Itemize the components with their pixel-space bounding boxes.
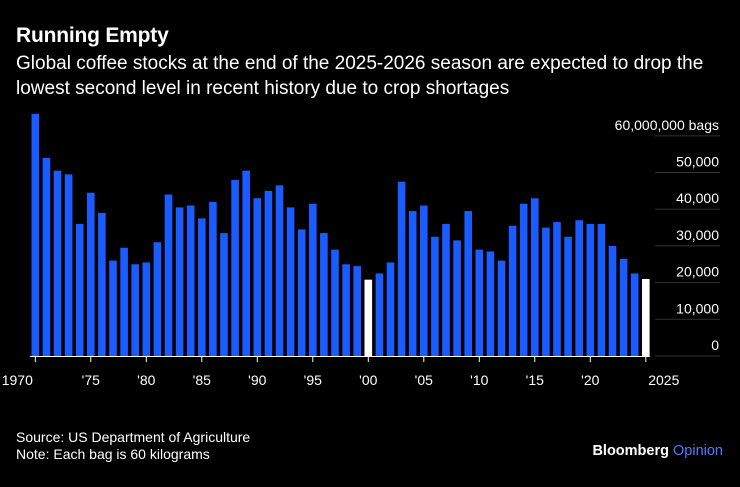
bar-2016 <box>542 227 550 356</box>
brand-suffix: Opinion <box>673 443 723 459</box>
bar-1988 <box>231 179 239 356</box>
bar-1984 <box>186 205 195 356</box>
bar-2023 <box>619 258 628 356</box>
x-tick-label: '85 <box>193 372 211 388</box>
bar-2025 <box>642 278 650 356</box>
x-tick-label: 1970 <box>2 372 33 388</box>
x-tick-label: '00 <box>359 372 377 388</box>
bar-1972 <box>53 170 62 356</box>
bar-2020 <box>586 223 595 356</box>
bar-2000 <box>364 279 373 356</box>
bar-2018 <box>564 236 572 356</box>
brand-name: Bloomberg <box>592 443 669 459</box>
bar-1976 <box>98 212 106 356</box>
bar-1985 <box>198 218 206 356</box>
bar-1974 <box>75 223 84 356</box>
bar-2008 <box>453 240 461 356</box>
x-tick-label: '15 <box>526 372 544 388</box>
unit-note: Note: Each bag is 60 kilograms <box>16 446 210 462</box>
bar-1999 <box>353 266 361 356</box>
bar-2011 <box>486 251 495 356</box>
bar-1987 <box>220 233 228 356</box>
source-note: Source: US Department of Agriculture <box>16 429 251 445</box>
bar-1970 <box>31 113 40 356</box>
bar-1996 <box>320 233 328 356</box>
bar-1971 <box>42 157 51 356</box>
y-tick-label: 50,000 <box>676 154 719 170</box>
y-tick-label: 40,000 <box>676 190 719 206</box>
y-tick-label: 10,000 <box>676 300 719 316</box>
bar-1979 <box>131 264 139 356</box>
chart-subtitle: Global coffee stocks at the end of the 2… <box>16 53 704 99</box>
x-tick-label: '10 <box>470 372 488 388</box>
y-tick-label: 0 <box>711 337 719 353</box>
bar-1995 <box>309 203 317 356</box>
bar-1993 <box>286 207 295 356</box>
bar-2019 <box>575 220 583 356</box>
chart-title: Running Empty <box>16 24 169 47</box>
bars-group <box>31 113 650 356</box>
bar-1982 <box>164 194 173 356</box>
y-tick-label: 20,000 <box>676 264 719 280</box>
bar-2010 <box>475 249 484 356</box>
bar-2004 <box>408 211 417 356</box>
bar-1981 <box>153 242 162 356</box>
x-tick-label: '05 <box>415 372 433 388</box>
bar-1989 <box>242 170 250 356</box>
bar-2013 <box>508 225 517 356</box>
bar-2005 <box>420 205 428 356</box>
bar-2001 <box>375 273 384 356</box>
bar-2022 <box>608 245 617 356</box>
bar-2024 <box>630 273 639 356</box>
bar-2012 <box>497 260 506 356</box>
x-tick-label: '80 <box>137 372 155 388</box>
bar-2021 <box>597 223 606 356</box>
bar-1980 <box>142 262 151 356</box>
brand-logo: Bloomberg Opinion <box>592 443 723 459</box>
bar-2014 <box>519 203 528 356</box>
bar-1978 <box>120 247 128 356</box>
bar-1992 <box>275 185 284 356</box>
bar-1997 <box>331 249 339 356</box>
bar-2002 <box>386 262 395 356</box>
y-axis: 60,000,000 bags 50,000 40,000 30,000 20,000 1… <box>615 117 720 357</box>
bar-1973 <box>64 174 73 356</box>
bar-2003 <box>397 181 406 356</box>
x-tick-label: '95 <box>304 372 322 388</box>
x-axis: 1970 '75 '80 '85 '90 '95 '00 '05 '10 '15 '20 2025 <box>2 356 680 388</box>
bar-1977 <box>109 260 117 356</box>
bar-2006 <box>431 236 439 356</box>
bar-2009 <box>464 211 472 356</box>
y-tick-label: 30,000 <box>676 227 719 243</box>
bar-2015 <box>531 198 539 356</box>
x-tick-label: '90 <box>248 372 266 388</box>
bar-2017 <box>553 222 561 356</box>
bar-2007 <box>442 223 450 356</box>
bar-1983 <box>175 207 184 356</box>
bar-1994 <box>297 229 306 356</box>
y-tick-label: 60,000,000 bags <box>615 117 719 133</box>
x-tick-label: '20 <box>581 372 599 388</box>
x-tick-label: '75 <box>82 372 100 388</box>
x-tick-label: 2025 <box>648 372 679 388</box>
bar-1991 <box>264 190 273 356</box>
bar-1986 <box>209 201 217 356</box>
bar-1998 <box>342 264 350 356</box>
bar-1975 <box>87 192 95 356</box>
bar-1990 <box>253 198 262 356</box>
